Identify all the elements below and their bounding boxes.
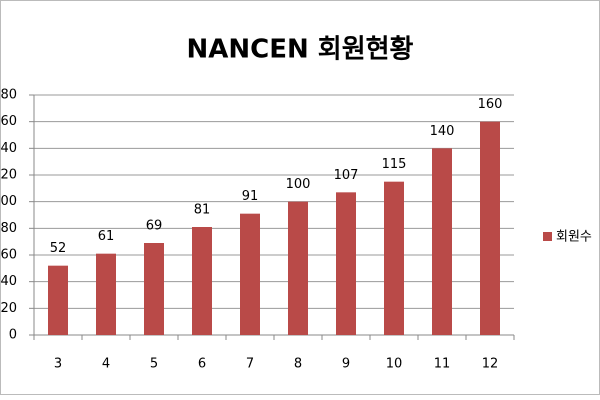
data-label: 160 — [478, 97, 503, 112]
bar — [336, 192, 356, 335]
legend-label: 회원수 — [556, 230, 592, 245]
x-tick-label: 6 — [198, 357, 206, 372]
bar — [144, 243, 164, 335]
bar — [192, 227, 212, 335]
x-tick-label: 8 — [294, 357, 302, 372]
bar — [240, 213, 260, 335]
y-tick-label: 160 — [0, 114, 17, 129]
data-label: 115 — [382, 157, 407, 172]
y-tick-label: 140 — [0, 141, 17, 156]
x-tick-label: 11 — [434, 357, 451, 372]
x-tick-label: 7 — [246, 357, 254, 372]
y-tick-label: 120 — [0, 168, 17, 183]
data-label: 69 — [146, 219, 163, 234]
y-tick-label: 60 — [0, 248, 17, 263]
y-tick-label: 80 — [0, 221, 17, 236]
chart-title: NANCEN 회원현황 — [187, 35, 414, 65]
data-label: 52 — [50, 241, 67, 256]
x-tick-label: 10 — [386, 357, 403, 372]
y-tick-label: 0 — [9, 328, 17, 343]
data-label: 61 — [98, 229, 115, 244]
bar — [288, 201, 308, 335]
data-label: 81 — [194, 203, 211, 218]
data-label: 100 — [286, 177, 311, 192]
bar — [432, 148, 452, 335]
data-label: 91 — [242, 189, 259, 204]
x-tick-label: 12 — [482, 357, 499, 372]
bar — [384, 181, 404, 335]
y-tick-label: 180 — [0, 88, 17, 103]
x-tick-label: 5 — [150, 357, 158, 372]
bar — [96, 253, 116, 335]
data-label: 107 — [334, 168, 359, 183]
bar — [48, 265, 68, 335]
bar — [480, 121, 500, 336]
y-tick-label: 40 — [0, 274, 17, 289]
x-tick-label: 4 — [102, 357, 110, 372]
x-tick-label: 9 — [342, 357, 350, 372]
data-label: 140 — [430, 124, 455, 139]
legend-swatch — [543, 232, 552, 241]
y-tick-label: 100 — [0, 194, 17, 209]
x-tick-label: 3 — [54, 357, 62, 372]
y-tick-label: 20 — [0, 301, 17, 316]
